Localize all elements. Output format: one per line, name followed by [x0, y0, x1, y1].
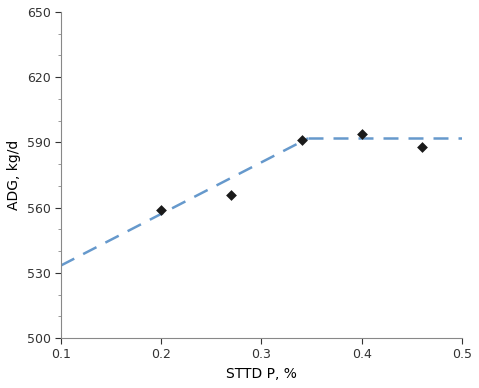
Point — [418, 144, 426, 150]
Y-axis label: ADG, kg/d: ADG, kg/d — [7, 140, 21, 210]
Point — [228, 192, 235, 198]
Point — [358, 131, 365, 137]
Point — [298, 137, 306, 143]
X-axis label: STTD P, %: STTD P, % — [226, 367, 297, 381]
Point — [158, 207, 165, 213]
